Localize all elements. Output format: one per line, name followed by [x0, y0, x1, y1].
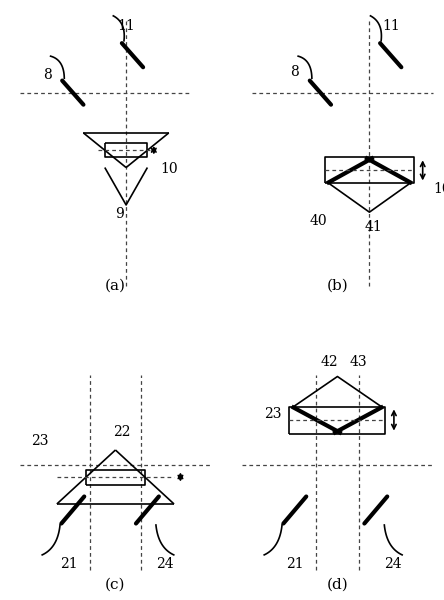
Text: 9: 9	[115, 206, 124, 221]
Text: 23: 23	[31, 434, 48, 448]
Text: 24: 24	[156, 557, 173, 571]
Text: 8: 8	[290, 65, 299, 79]
Text: (c): (c)	[105, 578, 126, 592]
Text: (d): (d)	[327, 578, 348, 592]
Text: 11: 11	[382, 19, 400, 34]
Text: (b): (b)	[327, 278, 348, 293]
Text: 11: 11	[117, 19, 135, 34]
Text: 24: 24	[384, 557, 402, 571]
Text: 41: 41	[365, 220, 383, 233]
Text: 21: 21	[286, 557, 304, 571]
Text: 21: 21	[60, 557, 77, 571]
Text: 10: 10	[433, 182, 444, 196]
Text: 23: 23	[264, 407, 281, 421]
Text: 42: 42	[320, 355, 338, 368]
Text: 22: 22	[113, 425, 131, 439]
Text: 43: 43	[350, 355, 368, 368]
Text: 10: 10	[160, 162, 178, 176]
Text: 8: 8	[43, 68, 52, 82]
Text: 40: 40	[309, 214, 327, 228]
Text: (a): (a)	[105, 278, 126, 293]
